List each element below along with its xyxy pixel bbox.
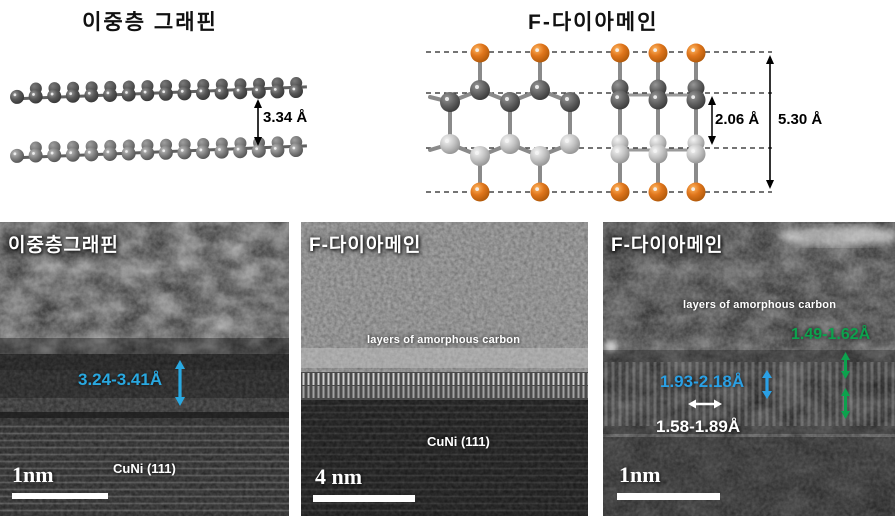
measurement-arrow-cyan-icon	[175, 360, 185, 406]
cf-bond-measurement-green: 1.49-1.62Å	[791, 326, 871, 343]
scale-label: 1nm	[12, 462, 54, 487]
tem-panel-fdiamane-closeup: F-다이아메인 layers of amorphous carbon 1.49-…	[603, 222, 895, 516]
interlayer-measurement-blue: 1.93-2.18Å	[660, 372, 745, 391]
panel-label-fdiamane-wide: F-다이아메인	[309, 235, 422, 256]
measurement-arrow-blue-icon	[762, 370, 772, 399]
fdiamane-outer-spacing-label: 5.30 Å	[778, 111, 823, 128]
amorphous-carbon-annotation: layers of amorphous carbon	[683, 299, 837, 311]
scale-bar	[617, 493, 720, 500]
scale-bar	[12, 493, 108, 499]
panel-label-graphene: 이중층그래핀	[8, 235, 119, 256]
graphene-model-diagram	[10, 77, 307, 163]
measurement-arrow-white-icon	[688, 399, 722, 409]
graphene-model-title: 이중층 그래핀	[82, 11, 218, 34]
panel-label-fdiamane-closeup: F-다이아메인	[611, 235, 724, 256]
substrate-label: CuNi (111)	[113, 461, 176, 476]
graphene-spacing-label: 3.34 Å	[263, 109, 308, 126]
tem-texture-fdiamane-wide	[301, 222, 588, 516]
scale-label: 1nm	[619, 462, 661, 487]
fdiamane-inner-spacing-label: 2.06 Å	[715, 111, 760, 128]
measurement-arrow-green-icon	[841, 388, 850, 419]
lateral-measurement-white: 1.58-1.89Å	[656, 417, 741, 436]
fdiamane-model-title: F-다이아메인	[528, 11, 659, 34]
scale-label: 4 nm	[315, 464, 363, 489]
amorphous-carbon-annotation: layers of amorphous carbon	[367, 334, 521, 346]
tem-panel-fdiamane-wide: F-다이아메인 layers of amorphous carbon CuNi …	[301, 222, 588, 516]
scale-bar	[313, 495, 415, 502]
fdiamane-model-diagram	[426, 43, 774, 202]
graphene-d-spacing-measurement: 3.24-3.41Å	[78, 370, 163, 389]
measurement-arrow-green-icon	[841, 352, 850, 379]
substrate-label: CuNi (111)	[427, 434, 490, 449]
tem-texture-graphene	[0, 222, 289, 516]
tem-panel-graphene: 이중층그래핀 3.24-3.41Å CuNi (111) 1nm	[0, 222, 289, 516]
